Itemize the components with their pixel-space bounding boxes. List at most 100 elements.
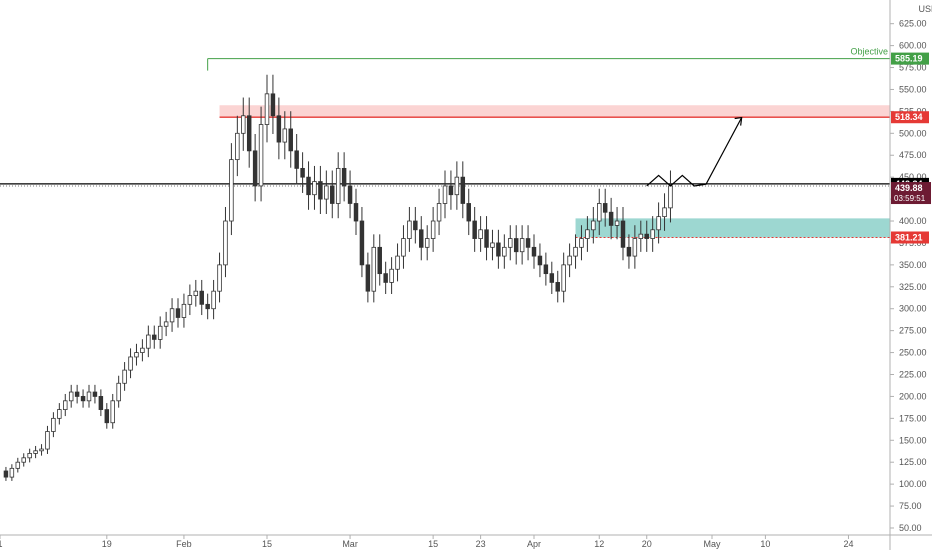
y-tick-label: 275.00 (899, 326, 927, 336)
candle (241, 97, 246, 151)
candle (270, 74, 276, 135)
candle-body (27, 453, 32, 459)
candle (104, 403, 110, 429)
candle (110, 393, 115, 429)
y-tick-label: 100.00 (899, 479, 927, 489)
candle-body (122, 369, 127, 384)
candle-body (80, 396, 86, 402)
candle-body (181, 303, 187, 318)
candle-body (128, 356, 133, 371)
candle (51, 412, 56, 438)
support-price-label: 381.21 (895, 232, 923, 242)
candle-body (98, 396, 104, 410)
candle (585, 216, 590, 252)
candle (276, 97, 282, 160)
candle-body (211, 290, 216, 310)
candle (211, 279, 216, 320)
candle-body (258, 124, 264, 187)
candle (252, 134, 258, 202)
x-tick-label: 15 (262, 539, 272, 549)
candle (92, 384, 98, 404)
candle-body (626, 246, 632, 257)
candle-body (187, 295, 193, 305)
candle-body (561, 264, 566, 292)
current-price-bg (891, 182, 931, 205)
candle (365, 252, 371, 303)
candle-body (51, 417, 56, 432)
x-tick-label: 23 (476, 539, 486, 549)
y-tick-label: 250.00 (899, 348, 927, 358)
candle-body (116, 382, 121, 402)
candle (668, 170, 673, 223)
candle (324, 170, 329, 214)
candle (650, 216, 655, 252)
y-tick-label: 625.00 (899, 19, 927, 29)
candle-body (407, 220, 412, 239)
candle-body (543, 264, 549, 275)
candle (229, 143, 234, 236)
candle (502, 234, 507, 269)
y-tick-label: 175.00 (899, 413, 927, 423)
candle-body (347, 185, 353, 204)
candle (525, 225, 531, 261)
candle (626, 234, 632, 269)
candle (638, 220, 644, 252)
candle (442, 170, 448, 219)
candle-body (650, 229, 655, 239)
candle-body (276, 115, 282, 143)
x-tick-label: May (703, 539, 721, 549)
candle-body (573, 246, 578, 257)
candle (537, 243, 543, 278)
candle (57, 403, 62, 425)
candle-body (377, 246, 382, 275)
candle (312, 165, 317, 210)
candle (294, 134, 299, 185)
candle-body (63, 400, 68, 410)
candle (134, 343, 139, 366)
candle-body (531, 246, 537, 257)
candle (330, 170, 335, 219)
candle (181, 293, 187, 328)
y-tick-label: 450.00 (899, 172, 927, 182)
candle-body (3, 470, 9, 478)
candle-body (608, 211, 614, 226)
candle (187, 284, 193, 316)
candle-body (288, 128, 293, 152)
time-axis[interactable]: 1 19 Feb 15 Mar 15 23 Apr 12 20 May 10 24 (0, 534, 932, 549)
candle (448, 170, 454, 210)
candle-body (341, 167, 347, 187)
candle-body (318, 181, 323, 200)
candle-body (252, 150, 258, 187)
candle (608, 197, 614, 240)
candle (436, 188, 442, 236)
candle (235, 115, 240, 177)
x-tick-label: 20 (642, 539, 652, 549)
currency-label: USD (918, 4, 932, 14)
candle-body (401, 238, 406, 257)
candle (472, 206, 477, 252)
projection (646, 116, 743, 187)
candle (484, 216, 489, 261)
current-price-label: 439.88 (895, 183, 923, 193)
candle-body (157, 325, 163, 340)
candle-body (413, 220, 418, 231)
candle (371, 234, 377, 303)
y-tick-label: 475.00 (899, 150, 927, 160)
candle (86, 384, 92, 408)
candle (549, 261, 555, 294)
price-axis[interactable]: USD 50.00 75.00 100.00 125.00 150.00 175.00 200… (889, 0, 932, 550)
candle-body (555, 282, 560, 292)
candle (478, 216, 483, 252)
candle-body (294, 150, 299, 169)
candle-body (478, 229, 483, 239)
candle (573, 234, 578, 269)
candle (169, 298, 175, 332)
candle (602, 188, 608, 227)
y-tick-label: 75.00 (899, 501, 922, 511)
candle (3, 466, 9, 481)
candle-body (460, 176, 466, 204)
candle (199, 279, 204, 316)
candle (205, 293, 210, 320)
candle-body (312, 181, 317, 196)
